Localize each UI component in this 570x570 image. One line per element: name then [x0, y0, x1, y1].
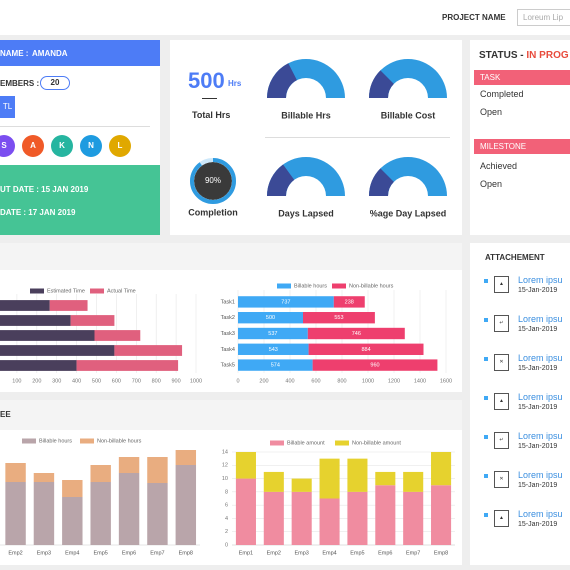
milestone-bar: MILESTONE: [474, 139, 570, 154]
status-card: STATUS - IN PROG TASK Completed Open MIL…: [470, 40, 570, 235]
total-label: Total Hrs: [192, 110, 231, 120]
status-title: STATUS - IN PROG: [479, 50, 569, 61]
bullet: [484, 435, 488, 439]
profile-header: NAME : AMANDA: [0, 40, 160, 66]
avatar: L: [109, 135, 131, 157]
bullet: [484, 279, 488, 283]
start-date: UT DATE : 15 JAN 2019: [0, 185, 89, 194]
bullet: [484, 357, 488, 361]
section-title: EE: [0, 410, 11, 419]
attachment-title: ATTACHEMENT: [485, 253, 545, 262]
total-value: 500: [188, 68, 225, 93]
members-label: EMBERS :: [0, 79, 40, 88]
task-item: Open: [480, 107, 503, 117]
attachment-date: 15-Jan-2019: [518, 326, 558, 333]
attachment-name: Lorem ipsu: [518, 470, 563, 480]
attachment-name: Lorem ipsu: [518, 314, 563, 324]
team-button[interactable]: TL: [0, 96, 15, 118]
file-icon: ▲: [494, 276, 509, 293]
avatar: A: [22, 135, 44, 157]
task-bar: TASK: [474, 70, 570, 85]
charts-panel: [0, 430, 462, 565]
section-heading: EE: [0, 400, 462, 430]
attachment-date: 15-Jan-2019: [518, 365, 558, 372]
avatar: K: [51, 135, 73, 157]
file-icon: ✕: [494, 354, 509, 371]
attachment-card: ATTACHEMENT ▲ Lorem ipsu 15-Jan-2019 ↵ Lorem…: [470, 243, 570, 565]
milestone-heading: MILESTONE: [480, 142, 527, 151]
divider: [0, 126, 150, 127]
file-icon: ▲: [494, 510, 509, 527]
bullet: [484, 474, 488, 478]
bullet: [484, 318, 488, 322]
task-item: Completed: [480, 89, 524, 99]
dates-panel: UT DATE : 15 JAN 2019 DATE : 17 JAN 2019: [0, 165, 160, 235]
file-icon: ↵: [494, 432, 509, 449]
name-value: AMANDA: [32, 49, 68, 58]
top-bar: PROJECT NAME Loreum Lip: [0, 0, 570, 35]
kpi-card: 500 Hrs Total Hrs: [170, 40, 462, 235]
attachment-date: 15-Jan-2019: [518, 521, 558, 528]
status-title-text: STATUS -: [479, 50, 527, 61]
total-unit: Hrs: [228, 79, 242, 88]
attachment-name: Lorem ipsu: [518, 353, 563, 363]
section-heading: [0, 243, 462, 270]
project-input[interactable]: Loreum Lip: [517, 9, 570, 26]
bullet: [484, 513, 488, 517]
members-badge: 20: [40, 76, 70, 90]
task-heading: TASK: [480, 73, 501, 82]
end-date: DATE : 17 JAN 2019: [0, 208, 76, 217]
attachment-date: 15-Jan-2019: [518, 482, 558, 489]
milestone-item: Open: [480, 179, 503, 189]
attachment-name: Lorem ipsu: [518, 275, 563, 285]
total-underline: [202, 98, 217, 99]
attachment-date: 15-Jan-2019: [518, 404, 558, 411]
project-placeholder: Loreum Lip: [523, 13, 564, 22]
charts-panel: [0, 270, 462, 392]
project-label: PROJECT NAME: [442, 13, 506, 22]
avatar: S: [0, 135, 15, 157]
divider: [265, 137, 450, 138]
file-icon: ↵: [494, 315, 509, 332]
name-label: NAME :: [0, 49, 29, 58]
attachment-name: Lorem ipsu: [518, 509, 563, 519]
file-icon: ✕: [494, 471, 509, 488]
attachment-date: 15-Jan-2019: [518, 443, 558, 450]
attachment-name: Lorem ipsu: [518, 431, 563, 441]
status-state: IN PROG: [526, 50, 569, 61]
attachment-date: 15-Jan-2019: [518, 287, 558, 294]
file-icon: ▲: [494, 393, 509, 410]
attachment-name: Lorem ipsu: [518, 392, 563, 402]
milestone-item: Achieved: [480, 161, 518, 171]
bullet: [484, 396, 488, 400]
avatar: N: [80, 135, 102, 157]
